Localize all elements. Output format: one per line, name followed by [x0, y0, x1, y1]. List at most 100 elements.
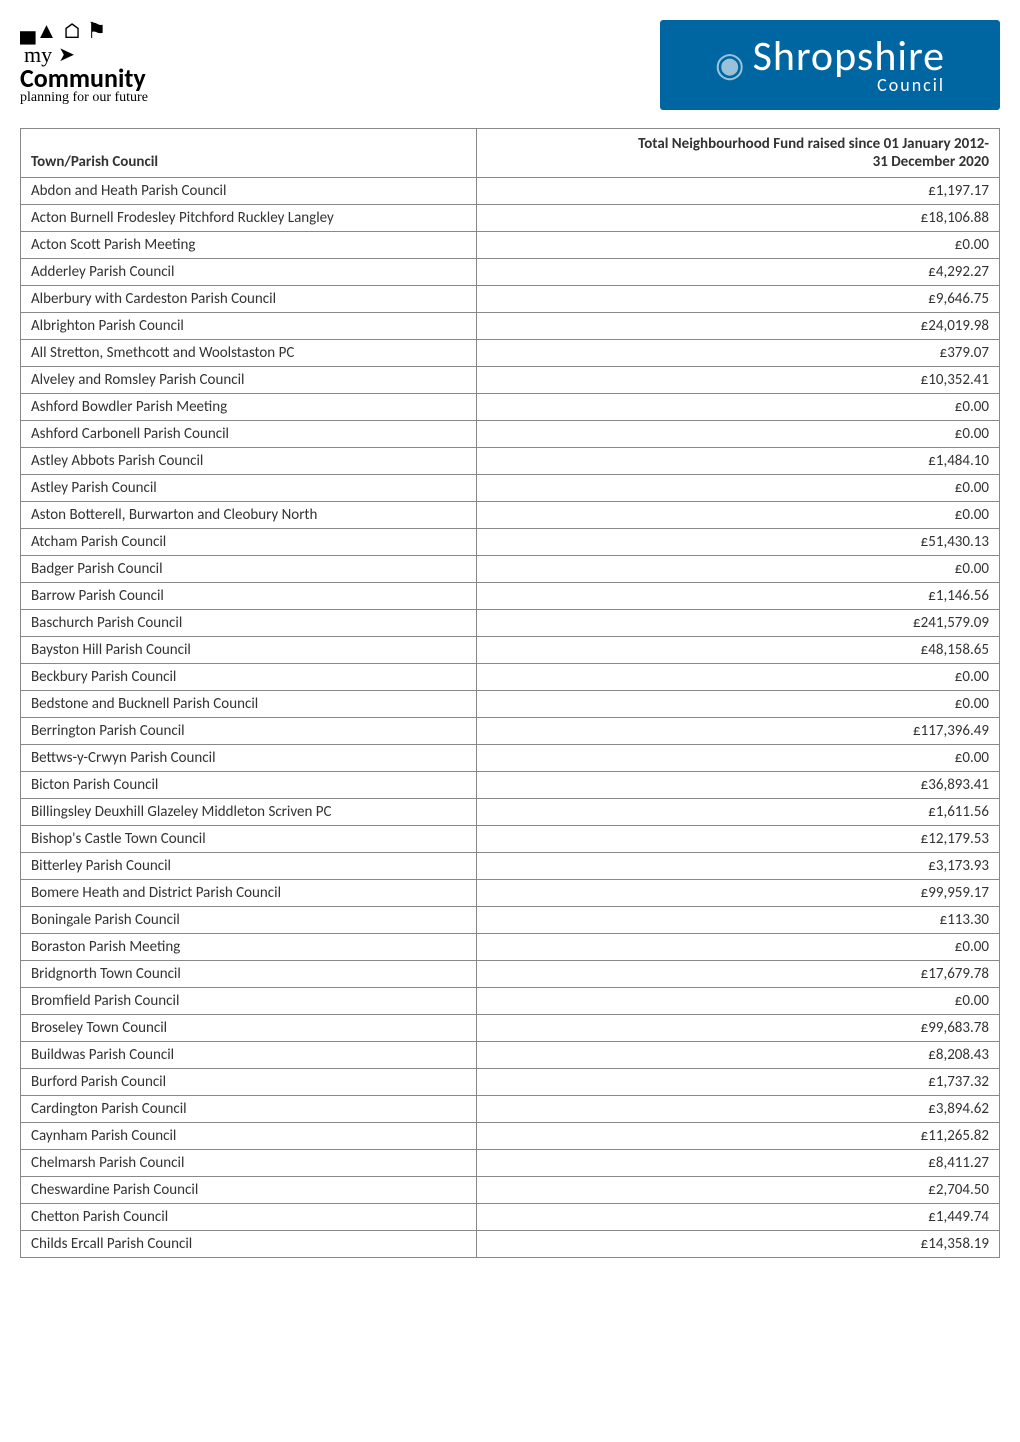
- council-amount: £379.07: [476, 340, 999, 367]
- table-row: Ashford Carbonell Parish Council£0.00: [21, 421, 1000, 448]
- council-name: Bedstone and Bucknell Parish Council: [21, 691, 477, 718]
- table-row: Acton Burnell Frodesley Pitchford Ruckle…: [21, 205, 1000, 232]
- table-row: Bettws-y-Crwyn Parish Council£0.00: [21, 745, 1000, 772]
- table-row: Atcham Parish Council£51,430.13: [21, 529, 1000, 556]
- council-amount: £12,179.53: [476, 826, 999, 853]
- council-name: Bridgnorth Town Council: [21, 961, 477, 988]
- logo-left-tagline: planning for our future: [20, 90, 148, 106]
- table-row: Berrington Parish Council£117,396.49: [21, 718, 1000, 745]
- table-row: Caynham Parish Council£11,265.82: [21, 1123, 1000, 1150]
- council-name: Albrighton Parish Council: [21, 313, 477, 340]
- col-header-amount-line1: Total Neighbourhood Fund raised since 01…: [638, 135, 989, 153]
- council-amount: £99,959.17: [476, 880, 999, 907]
- council-name: Bishop's Castle Town Council: [21, 826, 477, 853]
- table-header-row: Town/Parish Council Total Neighbourhood …: [21, 129, 1000, 178]
- table-row: Bayston Hill Parish Council£48,158.65: [21, 637, 1000, 664]
- council-amount: £24,019.98: [476, 313, 999, 340]
- council-name: Badger Parish Council: [21, 556, 477, 583]
- council-name: Adderley Parish Council: [21, 259, 477, 286]
- council-name: Aston Botterell, Burwarton and Cleobury …: [21, 502, 477, 529]
- council-name: Alberbury with Cardeston Parish Council: [21, 286, 477, 313]
- table-row: Childs Ercall Parish Council£14,358.19: [21, 1231, 1000, 1258]
- col-header-council: Town/Parish Council: [21, 129, 477, 178]
- council-name: Acton Burnell Frodesley Pitchford Ruckle…: [21, 205, 477, 232]
- table-row: Boningale Parish Council£113.30: [21, 907, 1000, 934]
- council-name: Bettws-y-Crwyn Parish Council: [21, 745, 477, 772]
- council-amount: £3,894.62: [476, 1096, 999, 1123]
- council-name: Cheswardine Parish Council: [21, 1177, 477, 1204]
- council-amount: £113.30: [476, 907, 999, 934]
- council-amount: £51,430.13: [476, 529, 999, 556]
- logo-right-badge-icon: ◉: [715, 45, 745, 86]
- council-amount: £1,737.32: [476, 1069, 999, 1096]
- table-row: Cardington Parish Council£3,894.62: [21, 1096, 1000, 1123]
- table-row: Astley Abbots Parish Council£1,484.10: [21, 448, 1000, 475]
- table-row: Buildwas Parish Council£8,208.43: [21, 1042, 1000, 1069]
- council-name: Billingsley Deuxhill Glazeley Middleton …: [21, 799, 477, 826]
- council-name: Bomere Heath and District Parish Council: [21, 880, 477, 907]
- table-row: Bridgnorth Town Council£17,679.78: [21, 961, 1000, 988]
- council-amount: £0.00: [476, 745, 999, 772]
- council-name: Abdon and Heath Parish Council: [21, 178, 477, 205]
- table-row: Cheswardine Parish Council£2,704.50: [21, 1177, 1000, 1204]
- table-row: Bitterley Parish Council£3,173.93: [21, 853, 1000, 880]
- logo-right-main: Shropshire: [753, 36, 945, 78]
- council-name: Boningale Parish Council: [21, 907, 477, 934]
- council-name: Burford Parish Council: [21, 1069, 477, 1096]
- council-amount: £8,208.43: [476, 1042, 999, 1069]
- council-name: Broseley Town Council: [21, 1015, 477, 1042]
- table-row: Aston Botterell, Burwarton and Cleobury …: [21, 502, 1000, 529]
- council-name: All Stretton, Smethcott and Woolstaston …: [21, 340, 477, 367]
- council-amount: £0.00: [476, 394, 999, 421]
- council-name: Bayston Hill Parish Council: [21, 637, 477, 664]
- table-row: Chelmarsh Parish Council£8,411.27: [21, 1150, 1000, 1177]
- table-row: Bomere Heath and District Parish Council…: [21, 880, 1000, 907]
- council-amount: £4,292.27: [476, 259, 999, 286]
- council-amount: £0.00: [476, 664, 999, 691]
- council-amount: £14,358.19: [476, 1231, 999, 1258]
- council-amount: £11,265.82: [476, 1123, 999, 1150]
- table-row: Bishop's Castle Town Council£12,179.53: [21, 826, 1000, 853]
- council-name: Boraston Parish Meeting: [21, 934, 477, 961]
- council-name: Acton Scott Parish Meeting: [21, 232, 477, 259]
- table-row: Adderley Parish Council£4,292.27: [21, 259, 1000, 286]
- shropshire-logo: ◉ Shropshire Council: [660, 20, 1000, 110]
- council-amount: £1,197.17: [476, 178, 999, 205]
- council-name: Bromfield Parish Council: [21, 988, 477, 1015]
- community-logo: ▄▲ ⌂ ⚑ my ➤ Community planning for our f…: [20, 20, 200, 106]
- col-header-amount-line2: 31 December 2020: [873, 153, 989, 171]
- council-name: Ashford Carbonell Parish Council: [21, 421, 477, 448]
- logo-right-sub: Council: [877, 76, 945, 94]
- council-amount: £10,352.41: [476, 367, 999, 394]
- council-amount: £1,484.10: [476, 448, 999, 475]
- council-amount: £0.00: [476, 556, 999, 583]
- table-row: Barrow Parish Council£1,146.56: [21, 583, 1000, 610]
- council-amount: £36,893.41: [476, 772, 999, 799]
- council-amount: £8,411.27: [476, 1150, 999, 1177]
- council-amount: £0.00: [476, 475, 999, 502]
- table-row: Ashford Bowdler Parish Meeting£0.00: [21, 394, 1000, 421]
- council-name: Chelmarsh Parish Council: [21, 1150, 477, 1177]
- table-row: All Stretton, Smethcott and Woolstaston …: [21, 340, 1000, 367]
- council-amount: £0.00: [476, 232, 999, 259]
- council-name: Ashford Bowdler Parish Meeting: [21, 394, 477, 421]
- table-row: Baschurch Parish Council£241,579.09: [21, 610, 1000, 637]
- table-row: Bedstone and Bucknell Parish Council£0.0…: [21, 691, 1000, 718]
- council-name: Cardington Parish Council: [21, 1096, 477, 1123]
- council-amount: £48,158.65: [476, 637, 999, 664]
- council-name: Beckbury Parish Council: [21, 664, 477, 691]
- table-row: Bicton Parish Council£36,893.41: [21, 772, 1000, 799]
- table-row: Boraston Parish Meeting£0.00: [21, 934, 1000, 961]
- council-amount: £2,704.50: [476, 1177, 999, 1204]
- council-amount: £99,683.78: [476, 1015, 999, 1042]
- table-row: Acton Scott Parish Meeting£0.00: [21, 232, 1000, 259]
- council-amount: £0.00: [476, 988, 999, 1015]
- table-row: Bromfield Parish Council£0.00: [21, 988, 1000, 1015]
- council-name: Barrow Parish Council: [21, 583, 477, 610]
- table-row: Broseley Town Council£99,683.78: [21, 1015, 1000, 1042]
- council-amount: £117,396.49: [476, 718, 999, 745]
- council-amount: £17,679.78: [476, 961, 999, 988]
- table-row: Badger Parish Council£0.00: [21, 556, 1000, 583]
- logo-left-icons: ▄▲ ⌂ ⚑: [20, 20, 106, 42]
- council-amount: £1,611.56: [476, 799, 999, 826]
